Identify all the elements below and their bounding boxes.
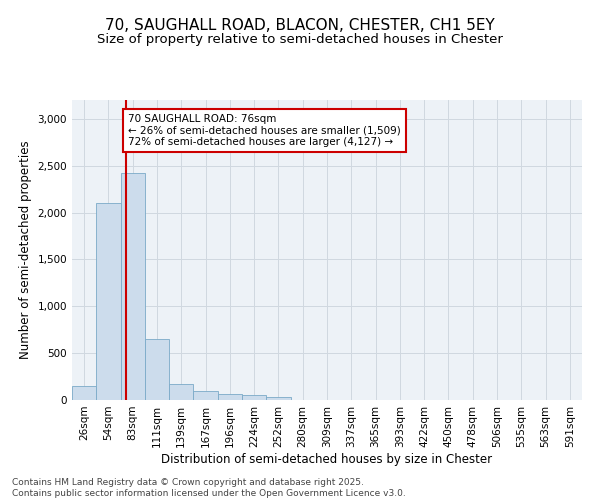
Bar	[72, 386, 96, 400]
Bar	[121, 173, 145, 400]
Bar	[266, 397, 290, 400]
Bar	[242, 396, 266, 400]
Text: Contains HM Land Registry data © Crown copyright and database right 2025.
Contai: Contains HM Land Registry data © Crown c…	[12, 478, 406, 498]
Text: 70, SAUGHALL ROAD, BLACON, CHESTER, CH1 5EY: 70, SAUGHALL ROAD, BLACON, CHESTER, CH1 …	[105, 18, 495, 32]
Bar	[96, 203, 121, 400]
Bar	[193, 390, 218, 400]
Bar	[145, 339, 169, 400]
Text: Size of property relative to semi-detached houses in Chester: Size of property relative to semi-detach…	[97, 32, 503, 46]
Y-axis label: Number of semi-detached properties: Number of semi-detached properties	[19, 140, 32, 360]
Bar	[218, 394, 242, 400]
Bar	[169, 384, 193, 400]
Text: 70 SAUGHALL ROAD: 76sqm
← 26% of semi-detached houses are smaller (1,509)
72% of: 70 SAUGHALL ROAD: 76sqm ← 26% of semi-de…	[128, 114, 401, 148]
X-axis label: Distribution of semi-detached houses by size in Chester: Distribution of semi-detached houses by …	[161, 452, 493, 466]
